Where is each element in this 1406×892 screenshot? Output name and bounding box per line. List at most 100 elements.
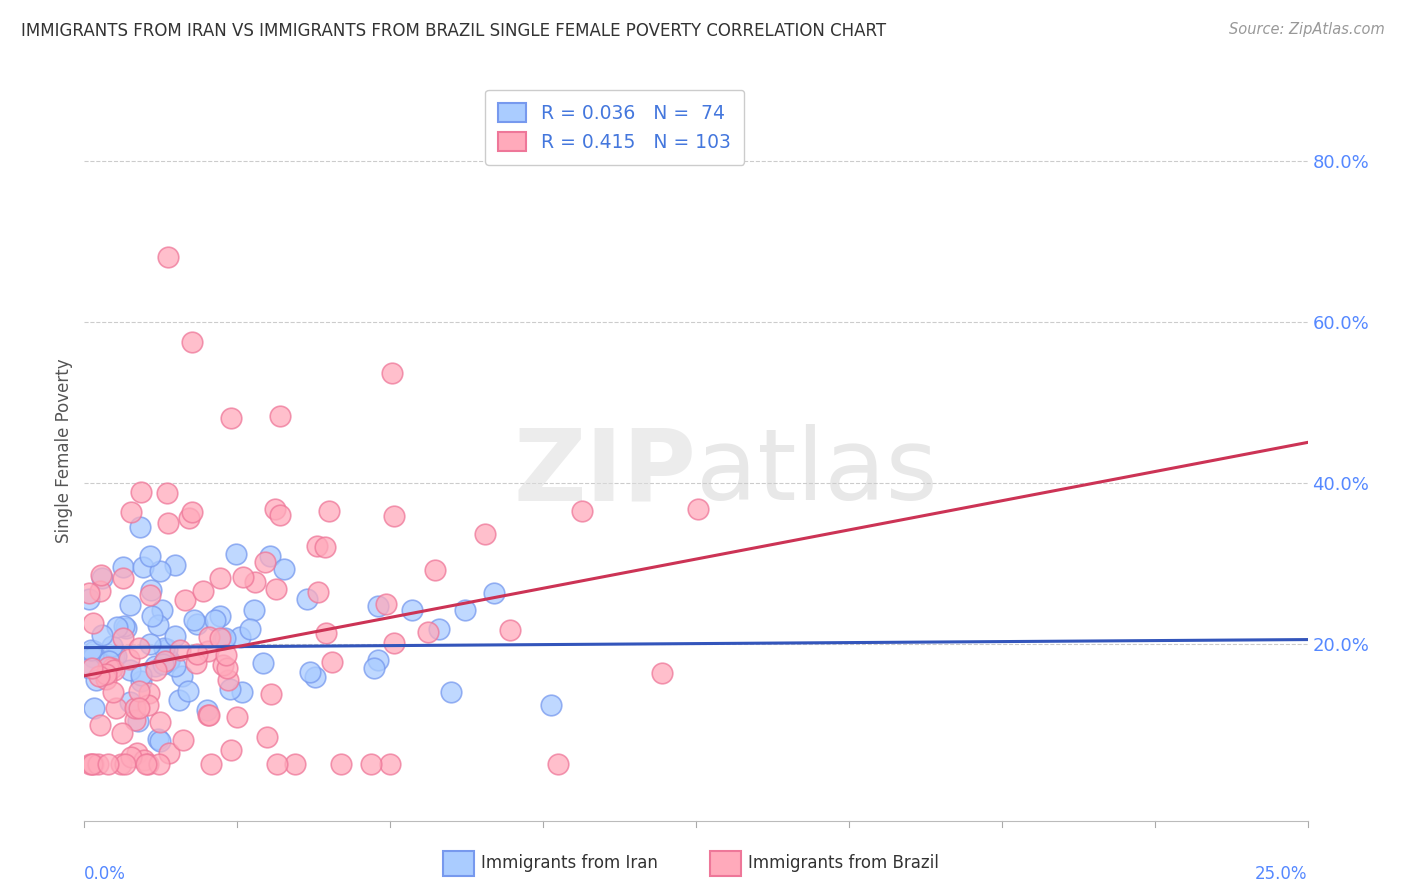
Text: Immigrants from Brazil: Immigrants from Brazil	[748, 855, 939, 872]
Point	[125, 746, 148, 760]
Point	[112, 619, 135, 633]
Point	[135, 757, 157, 772]
Y-axis label: Single Female Poverty: Single Female Poverty	[55, 359, 73, 542]
Point	[547, 757, 569, 772]
Point	[284, 757, 307, 772]
Point	[148, 757, 170, 772]
Point	[252, 656, 274, 670]
Point	[184, 656, 207, 670]
Point	[231, 684, 253, 698]
Point	[177, 683, 200, 698]
Point	[129, 668, 152, 682]
Point	[215, 660, 238, 674]
Point	[90, 571, 112, 585]
Point	[79, 757, 101, 772]
Point	[157, 654, 180, 668]
Point	[264, 501, 287, 516]
Point	[89, 583, 111, 598]
Point	[273, 562, 295, 576]
Point	[120, 506, 142, 520]
Point	[165, 658, 187, 673]
Point	[155, 486, 177, 500]
Point	[150, 603, 173, 617]
Point	[103, 663, 125, 677]
Point	[381, 366, 404, 380]
Point	[540, 698, 562, 713]
Point	[183, 613, 205, 627]
Point	[264, 582, 287, 596]
Point	[226, 710, 249, 724]
Point	[97, 660, 120, 674]
Point	[571, 504, 593, 518]
Point	[111, 571, 134, 585]
Point	[197, 630, 219, 644]
Point	[82, 757, 104, 772]
Point	[321, 655, 343, 669]
Point	[90, 628, 112, 642]
Point	[651, 665, 673, 680]
Point	[181, 334, 204, 349]
Point	[77, 586, 100, 600]
Point	[132, 560, 155, 574]
Point	[315, 625, 337, 640]
Point	[111, 560, 134, 574]
Point	[101, 661, 124, 675]
Point	[418, 625, 440, 640]
Text: Source: ZipAtlas.com: Source: ZipAtlas.com	[1229, 22, 1385, 37]
Point	[367, 599, 389, 613]
Point	[269, 409, 291, 424]
Point	[180, 505, 202, 519]
Point	[118, 695, 141, 709]
Point	[129, 484, 152, 499]
Point	[86, 757, 108, 772]
Legend: R = 0.036   N =  74, R = 0.415   N = 103: R = 0.036 N = 74, R = 0.415 N = 103	[485, 90, 744, 165]
Point	[124, 701, 146, 715]
Point	[225, 547, 247, 561]
Point	[219, 682, 242, 697]
Point	[163, 558, 186, 573]
Point	[499, 623, 522, 637]
Point	[77, 592, 100, 607]
Point	[143, 658, 166, 673]
Point	[83, 644, 105, 658]
Point	[128, 640, 150, 655]
Point	[145, 663, 167, 677]
Point	[120, 664, 142, 678]
Point	[259, 549, 281, 563]
Point	[212, 632, 235, 647]
Point	[97, 757, 120, 772]
Point	[89, 718, 111, 732]
Point	[129, 520, 152, 534]
Point	[94, 672, 117, 686]
Point	[179, 511, 201, 525]
Point	[256, 730, 278, 744]
Point	[197, 703, 219, 717]
Point	[156, 642, 179, 657]
Point	[427, 622, 450, 636]
Point	[170, 669, 193, 683]
Point	[146, 618, 169, 632]
Point	[260, 687, 283, 701]
Point	[232, 570, 254, 584]
Point	[484, 586, 506, 600]
Point	[254, 555, 277, 569]
Point	[174, 592, 197, 607]
Point	[217, 673, 239, 688]
Point	[423, 563, 446, 577]
Point	[153, 654, 176, 668]
Point	[84, 673, 107, 687]
Point	[454, 603, 477, 617]
Point	[167, 693, 190, 707]
Point	[186, 616, 208, 631]
Point	[305, 539, 328, 553]
Point	[82, 757, 104, 772]
Point	[124, 713, 146, 727]
Point	[243, 603, 266, 617]
Text: 25.0%: 25.0%	[1256, 865, 1308, 883]
Point	[103, 648, 125, 663]
Point	[131, 673, 153, 688]
Point	[152, 657, 174, 672]
Point	[209, 631, 232, 645]
Point	[111, 725, 134, 739]
Point	[156, 250, 179, 264]
